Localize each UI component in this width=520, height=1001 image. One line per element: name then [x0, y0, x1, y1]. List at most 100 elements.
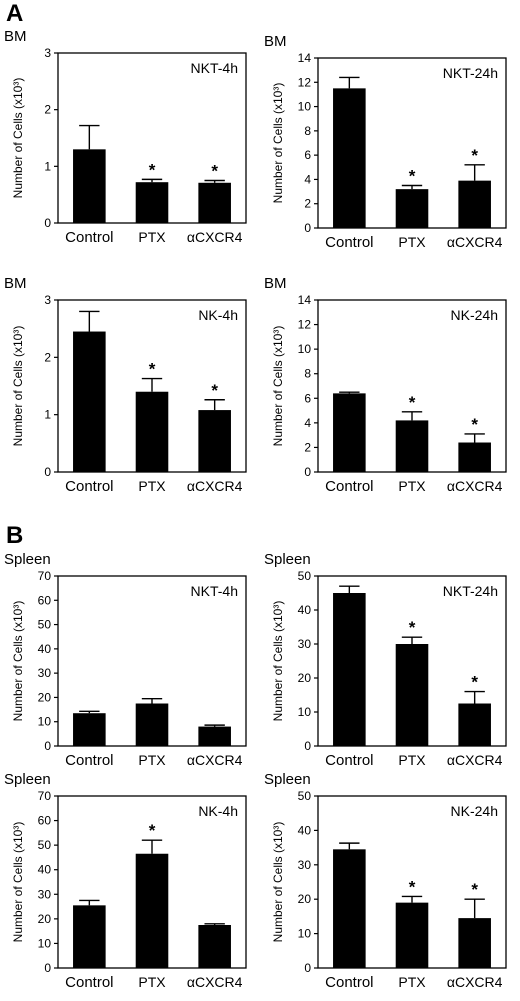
chart-title: NK-24h	[451, 803, 498, 819]
y-axis-label: Number of Cells (x10³)	[11, 601, 25, 722]
y-tick-label: 20	[298, 892, 312, 906]
category-label: αCXCR4	[447, 974, 503, 990]
tissue-label: Spleen	[4, 551, 51, 568]
y-tick-label: 3	[44, 293, 51, 307]
y-tick-label: 50	[298, 789, 312, 803]
y-axis-label: Number of Cells (x10³)	[271, 822, 285, 943]
bar	[458, 703, 491, 746]
y-tick-label: 20	[38, 690, 52, 704]
bar	[198, 925, 231, 968]
category-label: αCXCR4	[187, 752, 243, 768]
y-axis-label: Number of Cells (x10³)	[11, 326, 25, 447]
y-tick-label: 30	[38, 887, 52, 901]
y-axis-label: Number of Cells (x10³)	[271, 601, 285, 722]
category-label: PTX	[138, 229, 166, 245]
bar	[198, 182, 231, 223]
bar	[458, 918, 491, 968]
category-label: Control	[325, 478, 373, 495]
y-axis-label: Number of Cells (x10³)	[11, 822, 25, 943]
bar	[73, 905, 106, 968]
significance-marker: *	[471, 146, 478, 165]
significance-marker: *	[471, 880, 478, 899]
bar-chart-bm-nk-24h: BM NK-24h 0 2 4 6 8 10 12 14 Number of Cells (x10³…	[264, 275, 507, 495]
category-label: αCXCR4	[187, 229, 243, 245]
y-tick-label: 0	[44, 465, 51, 479]
significance-marker: *	[409, 618, 416, 637]
y-tick-label: 40	[38, 642, 52, 656]
category-label: PTX	[398, 752, 426, 768]
significance-marker: *	[211, 162, 218, 181]
y-tick-label: 6	[304, 148, 311, 162]
bar	[198, 726, 231, 746]
y-tick-label: 1	[44, 159, 51, 173]
significance-marker: *	[409, 167, 416, 186]
category-label: PTX	[138, 478, 166, 494]
bar-chart-spleen-nkt-4h: Spleen NKT-4h 0 10 20 30 40 50 60 70 Number of Cel…	[4, 551, 247, 769]
chart-title: NK-4h	[198, 307, 238, 323]
y-tick-label: 4	[304, 416, 311, 430]
y-tick-label: 30	[38, 666, 52, 680]
y-tick-label: 4	[304, 172, 311, 186]
y-tick-label: 2	[44, 350, 51, 364]
category-label: αCXCR4	[447, 234, 503, 250]
y-tick-label: 2	[304, 197, 311, 211]
bar	[198, 410, 231, 472]
y-tick-label: 2	[304, 440, 311, 454]
y-tick-label: 10	[38, 715, 52, 729]
y-tick-label: 2	[44, 103, 51, 117]
y-tick-label: 20	[38, 912, 52, 926]
y-tick-label: 14	[298, 293, 312, 307]
significance-marker: *	[471, 673, 478, 692]
chart-title: NKT-24h	[443, 583, 498, 599]
category-label: αCXCR4	[447, 478, 503, 494]
y-tick-label: 10	[298, 705, 312, 719]
y-axis-label: Number of Cells (x10³)	[271, 326, 285, 447]
category-label: Control	[65, 478, 113, 495]
bar	[135, 391, 169, 472]
y-tick-label: 0	[44, 961, 51, 975]
category-label: αCXCR4	[187, 974, 243, 990]
category-label: αCXCR4	[447, 752, 503, 768]
bar-chart-spleen-nk-4h: Spleen NK-4h 0 10 20 30 40 50 60 70 Number of Cell…	[4, 771, 247, 991]
significance-marker: *	[409, 393, 416, 412]
panel-letter-b: B	[6, 522, 24, 549]
y-tick-label: 70	[38, 789, 52, 803]
chart-title: NK-4h	[198, 803, 238, 819]
y-tick-label: 40	[38, 863, 52, 877]
tissue-label: Spleen	[264, 771, 311, 788]
y-tick-label: 0	[304, 465, 311, 479]
chart-title: NKT-4h	[191, 60, 238, 76]
y-axis-label: Number of Cells (x10³)	[271, 83, 285, 204]
panel-letter-a: A	[6, 0, 24, 27]
significance-marker: *	[211, 381, 218, 400]
significance-marker: *	[149, 360, 156, 379]
y-tick-label: 10	[298, 342, 312, 356]
tissue-label: Spleen	[264, 551, 311, 568]
bar-chart-bm-nkt-24h: BM NKT-24h 0 2 4 6 8 10 12 14 Number of Cells (x10…	[264, 33, 507, 251]
y-tick-label: 0	[44, 739, 51, 753]
category-label: Control	[65, 974, 113, 991]
bar	[458, 442, 491, 472]
y-tick-label: 0	[44, 216, 51, 230]
category-label: PTX	[138, 752, 166, 768]
y-tick-label: 0	[304, 221, 311, 235]
tissue-label: BM	[264, 275, 287, 292]
y-tick-label: 60	[38, 593, 52, 607]
y-tick-label: 50	[298, 569, 312, 583]
chart-title: NK-24h	[451, 307, 498, 323]
y-tick-label: 70	[38, 569, 52, 583]
bar	[395, 644, 429, 746]
y-tick-label: 50	[38, 618, 52, 632]
y-tick-label: 40	[298, 823, 312, 837]
bar	[395, 189, 429, 228]
y-tick-label: 10	[298, 100, 312, 114]
chart-title: NKT-24h	[443, 65, 498, 81]
bar	[73, 713, 106, 746]
category-label: Control	[65, 229, 113, 246]
bar	[395, 902, 429, 968]
y-tick-label: 30	[298, 637, 312, 651]
bar-chart-bm-nk-4h: BM NK-4h 0 1 2 3 Number of Cells (x10³) Control…	[4, 275, 247, 495]
y-axis-label: Number of Cells (x10³)	[11, 78, 25, 199]
chart-title: NKT-4h	[191, 583, 238, 599]
category-label: αCXCR4	[187, 478, 243, 494]
